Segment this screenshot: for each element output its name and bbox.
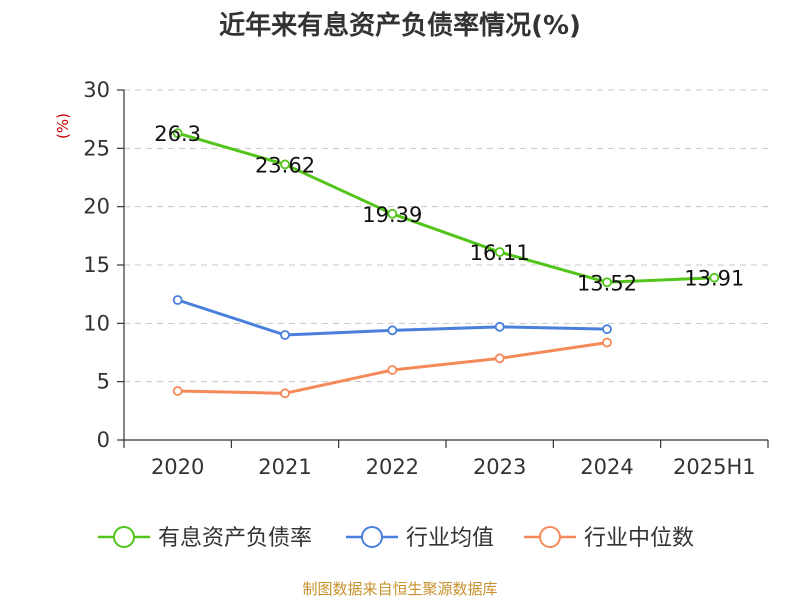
legend: 有息资产负债率 行业均值 行业中位数 bbox=[98, 526, 694, 551]
data-point bbox=[602, 337, 612, 348]
legend-marker bbox=[113, 526, 135, 548]
legend-label: 行业均值 bbox=[406, 526, 494, 551]
data-label: 16.11 bbox=[470, 241, 530, 265]
legend-item: 行业均值 bbox=[346, 526, 494, 551]
y-tick-label: 5 bbox=[97, 370, 110, 394]
x-tick-label: 2021 bbox=[258, 455, 311, 479]
data-point bbox=[387, 208, 398, 219]
data-label: 23.62 bbox=[255, 153, 315, 177]
y-tick-label: 30 bbox=[83, 78, 110, 102]
data-point bbox=[602, 324, 612, 335]
x-tick-label: 2025H1 bbox=[673, 455, 756, 479]
data-label: 19.39 bbox=[362, 203, 422, 227]
y-tick-label: 20 bbox=[83, 195, 110, 219]
axes: 0 5 10 15 20 25 30 2020 2021 2022 2023 2024 2025H1 bbox=[83, 78, 769, 479]
data-point bbox=[602, 277, 612, 288]
legend-item: 行业中位数 bbox=[524, 526, 694, 551]
data-label: 13.52 bbox=[577, 271, 637, 295]
data-point bbox=[387, 325, 398, 336]
legend-marker bbox=[539, 526, 561, 548]
y-tick-label: 25 bbox=[83, 136, 110, 160]
data-point bbox=[709, 272, 720, 283]
grid-lines bbox=[124, 89, 768, 383]
data-point bbox=[494, 353, 505, 364]
y-axis-unit: (%) bbox=[54, 113, 72, 139]
data-point bbox=[172, 386, 183, 396]
data-label: 26.3 bbox=[154, 122, 201, 146]
data-point bbox=[387, 365, 398, 375]
x-tick-label: 2024 bbox=[580, 455, 633, 479]
legend-marker bbox=[361, 526, 383, 548]
data-point bbox=[494, 247, 505, 257]
x-tick-label: 2023 bbox=[473, 455, 526, 479]
data-point bbox=[280, 159, 290, 170]
series-lines bbox=[172, 128, 720, 399]
legend-label: 行业中位数 bbox=[584, 526, 694, 551]
data-label: 13.91 bbox=[684, 267, 744, 291]
y-tick-label: 15 bbox=[83, 253, 110, 277]
data-labels: 26.3 23.62 19.39 16.11 13.52 13.91 bbox=[154, 122, 744, 295]
legend-item: 有息资产负债率 bbox=[98, 526, 312, 551]
y-tick-label: 10 bbox=[83, 311, 110, 335]
data-point bbox=[494, 321, 505, 332]
chart-title: 近年来有息资产负债率情况(%) bbox=[219, 10, 581, 41]
x-tick-label: 2022 bbox=[366, 455, 419, 479]
data-point bbox=[280, 330, 290, 340]
x-tick-label: 2020 bbox=[151, 455, 204, 479]
data-point bbox=[280, 388, 290, 399]
source-note: 制图数据来自恒生聚源数据库 bbox=[302, 580, 497, 598]
data-point bbox=[172, 128, 183, 139]
series-line-0 bbox=[177, 131, 715, 284]
data-point bbox=[172, 295, 183, 305]
legend-label: 有息资产负债率 bbox=[158, 526, 312, 551]
y-tick-label: 0 bbox=[97, 428, 110, 452]
